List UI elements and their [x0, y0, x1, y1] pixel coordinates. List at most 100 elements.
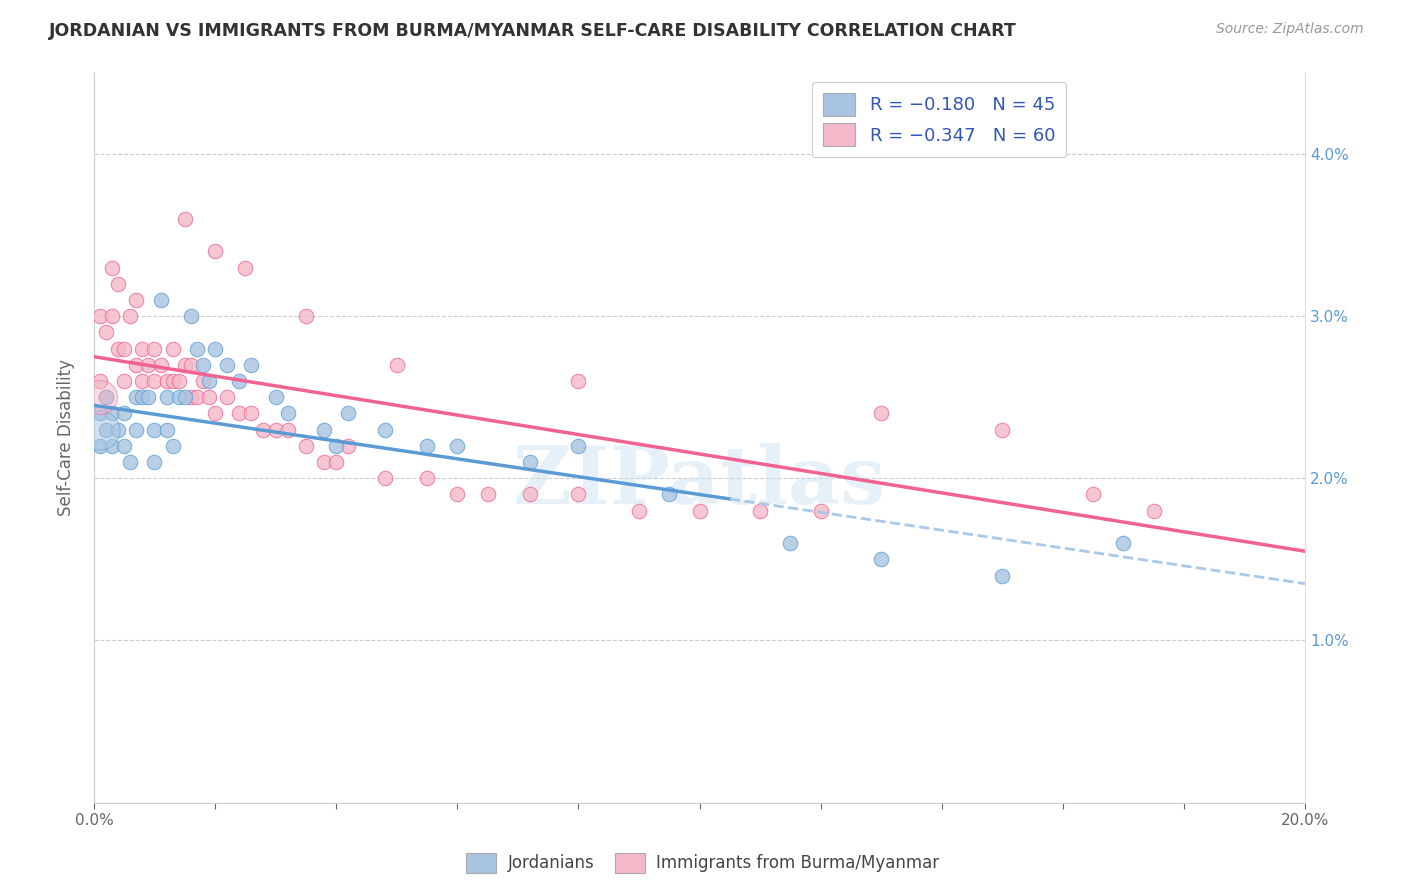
Point — [162, 439, 184, 453]
Point — [173, 390, 195, 404]
Legend: Jordanians, Immigrants from Burma/Myanmar: Jordanians, Immigrants from Burma/Myanma… — [460, 847, 946, 880]
Point — [295, 309, 318, 323]
Point — [198, 374, 221, 388]
Point — [870, 552, 893, 566]
Point — [519, 455, 541, 469]
Point — [658, 487, 681, 501]
Point — [138, 390, 160, 404]
Point — [1143, 504, 1166, 518]
Point — [374, 423, 396, 437]
Point — [627, 504, 650, 518]
Point — [446, 439, 468, 453]
Point — [277, 423, 299, 437]
Point — [870, 406, 893, 420]
Point — [143, 423, 166, 437]
Point — [385, 358, 408, 372]
Point — [107, 277, 129, 291]
Point — [162, 374, 184, 388]
Point — [107, 423, 129, 437]
Point — [155, 374, 177, 388]
Point — [89, 406, 111, 420]
Point — [131, 374, 153, 388]
Point — [180, 390, 202, 404]
Point — [112, 439, 135, 453]
Point — [810, 504, 832, 518]
Point — [94, 390, 117, 404]
Point — [143, 374, 166, 388]
Point — [186, 390, 208, 404]
Point — [240, 406, 263, 420]
Point — [374, 471, 396, 485]
Point — [312, 423, 335, 437]
Point — [416, 471, 439, 485]
Point — [131, 390, 153, 404]
Point — [312, 455, 335, 469]
Point — [337, 406, 360, 420]
Legend: R = −0.180   N = 45, R = −0.347   N = 60: R = −0.180 N = 45, R = −0.347 N = 60 — [811, 82, 1066, 157]
Point — [101, 406, 124, 420]
Point — [112, 342, 135, 356]
Point — [295, 439, 318, 453]
Point — [101, 260, 124, 275]
Point — [173, 358, 195, 372]
Point — [125, 358, 148, 372]
Point — [167, 390, 190, 404]
Point — [477, 487, 499, 501]
Point — [138, 358, 160, 372]
Point — [180, 309, 202, 323]
Point — [162, 342, 184, 356]
Point — [228, 406, 250, 420]
Point — [89, 423, 111, 437]
Text: Source: ZipAtlas.com: Source: ZipAtlas.com — [1216, 22, 1364, 37]
Point — [173, 211, 195, 226]
Point — [94, 326, 117, 340]
Point — [252, 423, 274, 437]
Point — [94, 390, 117, 404]
Point — [125, 293, 148, 307]
Point — [120, 309, 142, 323]
Text: JORDANIAN VS IMMIGRANTS FROM BURMA/MYANMAR SELF-CARE DISABILITY CORRELATION CHAR: JORDANIAN VS IMMIGRANTS FROM BURMA/MYANM… — [49, 22, 1017, 40]
Point — [94, 423, 117, 437]
Point — [191, 358, 214, 372]
Point — [149, 358, 172, 372]
Point — [567, 374, 589, 388]
Point — [186, 342, 208, 356]
Point — [337, 439, 360, 453]
Point — [204, 244, 226, 259]
Point — [264, 423, 287, 437]
Point — [120, 455, 142, 469]
Point — [89, 309, 111, 323]
Point — [198, 390, 221, 404]
Point — [217, 358, 239, 372]
Point — [325, 439, 347, 453]
Point — [155, 423, 177, 437]
Point — [89, 439, 111, 453]
Point — [125, 390, 148, 404]
Point — [1112, 536, 1135, 550]
Point — [167, 374, 190, 388]
Point — [228, 374, 250, 388]
Point — [277, 406, 299, 420]
Point — [240, 358, 263, 372]
Y-axis label: Self-Care Disability: Self-Care Disability — [58, 359, 75, 516]
Point — [89, 374, 111, 388]
Point — [204, 406, 226, 420]
Point — [180, 358, 202, 372]
Point — [264, 390, 287, 404]
Point — [143, 455, 166, 469]
Point — [416, 439, 439, 453]
Point — [107, 342, 129, 356]
Point — [112, 406, 135, 420]
Point — [112, 374, 135, 388]
Point — [689, 504, 711, 518]
Point — [191, 374, 214, 388]
Point — [101, 309, 124, 323]
Point — [749, 504, 772, 518]
Point — [89, 390, 111, 404]
Point — [131, 342, 153, 356]
Point — [991, 423, 1014, 437]
Point — [991, 568, 1014, 582]
Point — [779, 536, 801, 550]
Point — [125, 423, 148, 437]
Point — [325, 455, 347, 469]
